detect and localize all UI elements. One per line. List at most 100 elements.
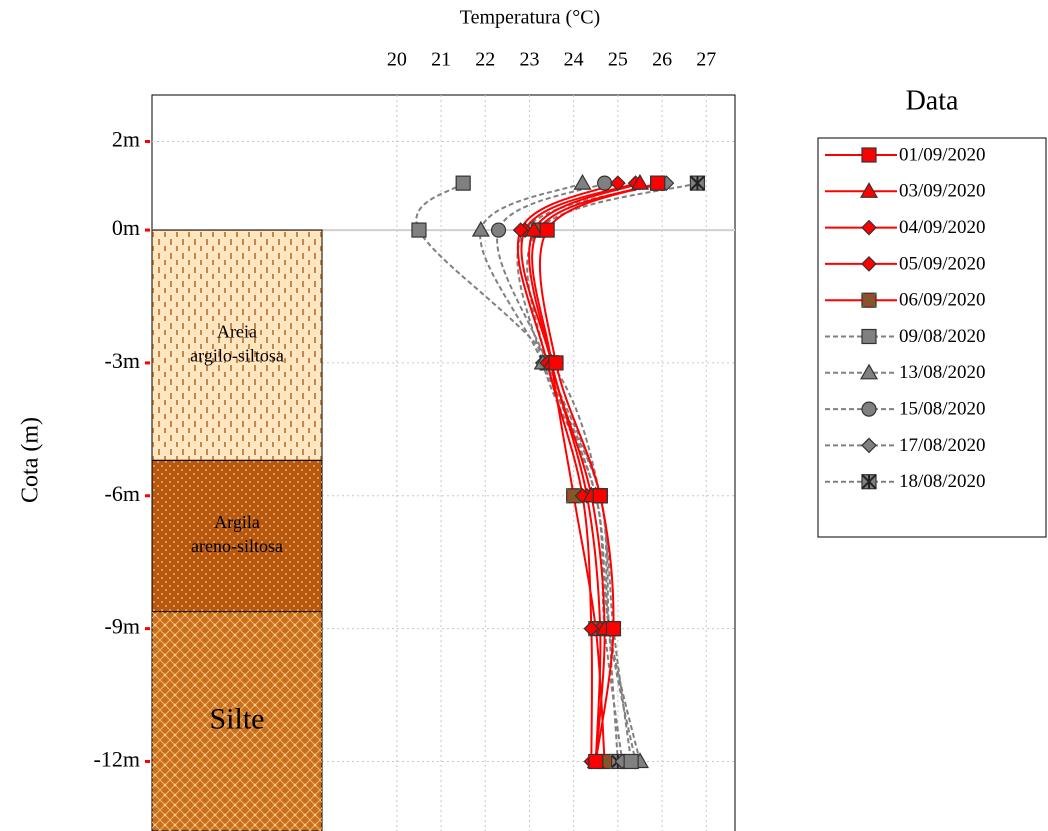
marker-shape [583,620,600,637]
marker-cross [861,473,877,490]
legend-marker [861,328,877,345]
data-point [583,620,600,637]
marker-cross [861,292,877,308]
legend-marker [861,147,877,163]
y-axis-title: Cota (m) [18,417,44,503]
marker-shape [859,363,879,380]
series-line [538,182,659,762]
marker-shape [411,222,427,238]
legend-title: Data [906,85,959,116]
legend-marker [859,363,879,380]
data-point [548,355,564,371]
data-point [490,222,507,238]
marker-shape [610,175,626,191]
data-point [689,175,706,191]
series-line [528,182,641,762]
legend-marker [861,401,877,417]
legend-marker [861,292,877,308]
marker-shape [650,175,666,191]
marker-shape [861,328,877,345]
y-tick-label: -12m [94,747,140,772]
soil-label: Argila [214,512,260,532]
legend-label: 03/09/2020 [899,181,986,202]
data-point [630,173,650,190]
soil-pattern [152,460,322,612]
x-tick-label: 20 [387,49,407,71]
legend-label: 04/09/2020 [899,217,986,238]
data-point [539,222,555,238]
series-line [496,182,637,762]
data-point [650,175,666,191]
y-tick-label: -9m [105,614,140,639]
y-tick-label: -6m [105,481,140,506]
y-tick-label: -3m [105,348,140,373]
marker-shape [455,175,471,191]
data-point [455,175,471,191]
marker-shape [524,220,543,237]
soil-label: Silte [209,702,264,735]
legend-marker [859,182,879,198]
marker-shape [605,621,622,637]
data-point [471,220,490,237]
legend-label: 18/08/2020 [899,471,986,492]
x-axis-title: Temperatura (°C) [460,7,600,29]
marker-shape [861,219,877,236]
legend-label: 15/08/2020 [899,398,986,419]
data-point [592,488,608,504]
data-point [588,753,604,770]
soil-label: Areia [217,321,257,341]
soil-pattern [152,611,322,831]
marker-shape [630,173,650,190]
legend-marker [861,473,877,490]
legend-box [817,137,1047,538]
legend-marker [861,256,877,272]
series-line [520,182,636,762]
legend-label: 17/08/2020 [899,435,986,456]
x-tick-label: 25 [608,49,628,71]
x-tick-label: 21 [431,49,451,71]
data-point [610,175,626,191]
soil-pattern [152,230,322,461]
soil-label: argilo-siltosa [190,345,284,365]
marker-shape [512,222,529,238]
marker-shape [592,488,608,504]
marker-cross [565,488,582,504]
series-line [531,182,659,762]
data-point [597,175,613,191]
y-tick-label: 2m [112,127,140,152]
marker-shape [861,437,877,454]
legend-label: 13/08/2020 [899,362,986,383]
data-point [573,173,592,190]
data-point [512,222,529,238]
soil-label: areno-siltosa [191,536,283,556]
marker-shape [597,175,613,191]
data-point [524,220,543,237]
x-tick-label: 23 [519,49,539,71]
data-point [605,621,622,637]
data-point [411,222,427,238]
marker-shape [490,222,507,238]
marker-shape [623,753,639,770]
marker-shape [548,355,564,371]
legend-marker [861,219,877,236]
data-point [623,753,639,770]
x-tick-label: 27 [696,49,716,71]
marker-shape [859,182,879,198]
legend-marker [861,437,877,454]
marker-shape [861,401,877,417]
x-tick-label: 26 [652,49,672,71]
marker-shape [539,222,555,238]
marker-shape [588,753,604,770]
marker-cross [689,175,706,191]
legend-label: 05/09/2020 [899,253,986,274]
marker-shape [471,220,490,237]
legend-label: 01/09/2020 [899,144,986,165]
x-tick-label: 22 [475,49,495,71]
legend-label: 06/09/2020 [899,290,986,311]
y-tick-label: 0m [112,215,140,240]
marker-shape [573,173,592,190]
legend-label: 09/08/2020 [899,326,986,347]
marker-shape [861,147,877,163]
x-tick-label: 24 [564,49,584,71]
